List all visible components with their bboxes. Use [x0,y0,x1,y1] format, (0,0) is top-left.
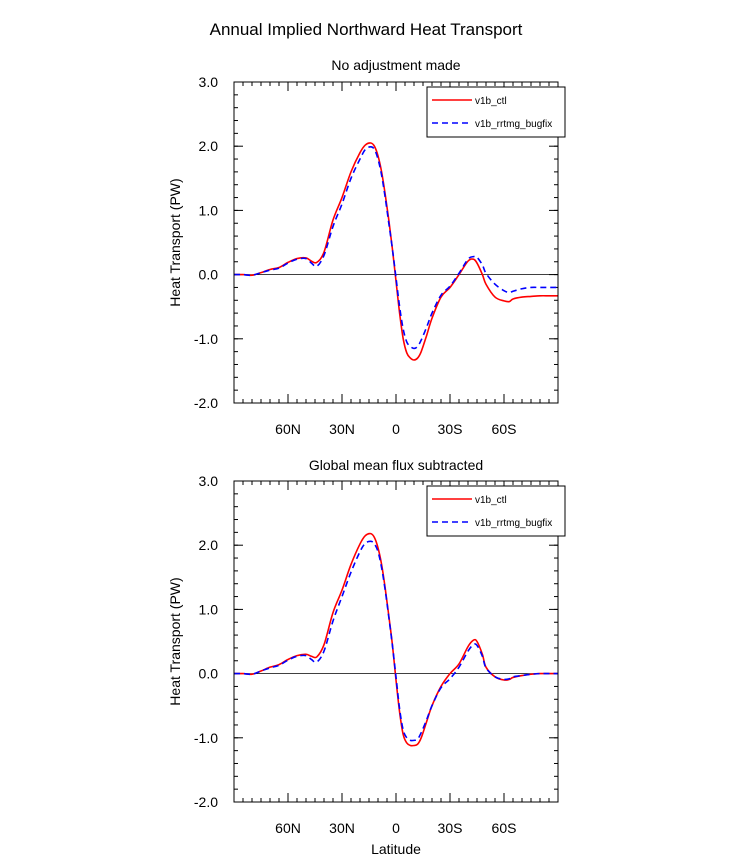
x-tick-label: 0 [392,421,400,437]
minor-ticks [234,82,558,403]
legend-label: v1b_rrtmg_bugfix [475,518,552,529]
series-group [234,532,558,747]
panel-1: No adjustment made 60N 30N 0 30S 60S 3.0 2.0 1.0… [167,57,566,437]
y-axis-label: Heat Transport (PW) [167,178,183,306]
legend-label: v1b_ctl [475,495,507,506]
series-line-v1b-rrtmg-bugfix [234,146,558,350]
x-tick-label: 0 [392,820,400,836]
y-tick-label: 1.0 [199,601,219,617]
y-tick-label: 0.0 [199,666,219,682]
y-tick-label: -2.0 [194,794,218,810]
y-tick-label: 2.0 [199,537,219,553]
x-tick-label: 60S [492,820,517,836]
legend-label: v1b_ctl [475,96,507,107]
y-tick-label: 1.0 [199,202,219,218]
y-tick-label: 3.0 [199,473,219,489]
plot-frame [233,480,559,803]
y-axis-label: Heat Transport (PW) [167,577,183,705]
legend: v1b_ctl v1b_rrtmg_bugfix [426,86,566,138]
panel-2: Global mean flux subtracted 60N 30N 0 30S 60S… [167,457,566,857]
y-tick-label: 0.0 [199,267,219,283]
x-axis-label: Latitude [371,841,421,857]
y-tick-label: 2.0 [199,138,219,154]
x-tick-label: 30N [329,421,355,437]
y-tick-label: -2.0 [194,395,218,411]
series-line-v1b-ctl [234,142,558,361]
panel-title: No adjustment made [331,57,460,73]
y-tick-label: 3.0 [199,74,219,90]
x-tick-label: 60N [275,820,301,836]
legend-box [426,86,566,138]
x-tick-label: 60S [492,421,517,437]
series-group [234,142,558,361]
y-tick-label: -1.0 [194,331,218,347]
y-tick-label: -1.0 [194,730,218,746]
legend-box [426,485,566,537]
x-tick-label: 60N [275,421,301,437]
series-line-v1b-ctl [234,532,558,747]
x-tick-label: 30S [438,421,463,437]
figure-title: Annual Implied Northward Heat Transport [209,20,523,39]
panel-title: Global mean flux subtracted [309,457,483,473]
plot-frame [233,81,559,404]
legend: v1b_ctl v1b_rrtmg_bugfix [426,485,566,537]
x-tick-label: 30S [438,820,463,836]
legend-label: v1b_rrtmg_bugfix [475,119,552,130]
series-line-v1b-rrtmg-bugfix [234,540,558,742]
x-tick-label: 30N [329,820,355,836]
